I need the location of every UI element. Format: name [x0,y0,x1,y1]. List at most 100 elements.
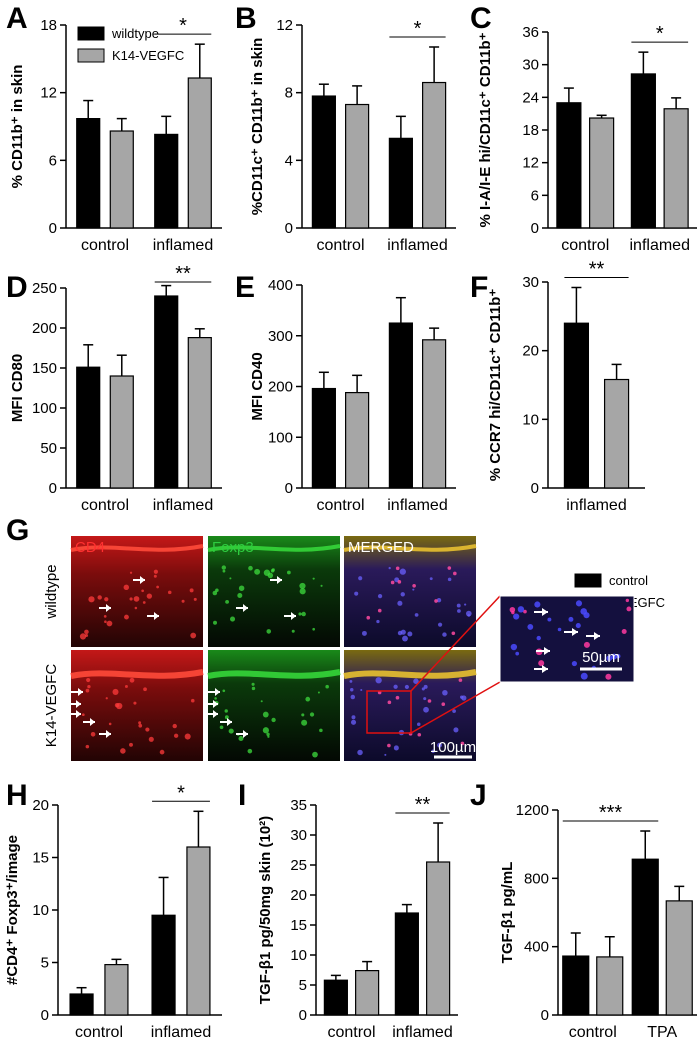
cell [90,732,96,737]
significance-marker: * [656,23,664,45]
cell [464,603,467,606]
chart-panel-h: H 0 5 10 15 20 #CD4⁺ Foxp3⁺/image control inflam… [4,779,222,1041]
cell [583,612,590,619]
cell [461,695,467,701]
y-tick-label: 200 [32,320,57,337]
bar [394,912,419,1016]
cell [133,701,137,705]
y-tick-label: 0 [531,480,539,497]
cell [146,593,153,599]
cell [412,588,415,591]
y-axis-label: % CD11b⁺ in skin [9,65,26,189]
x-category-label: inflamed [387,237,447,254]
cell [225,599,229,604]
cell [451,631,456,636]
bar [630,73,656,229]
arrow-icon [90,718,95,726]
y-tick-label: 18 [522,122,539,139]
cell [138,721,142,725]
panel-letter: H [6,779,28,812]
arrow-icon [106,604,111,612]
cell [143,687,147,692]
cell [460,741,465,746]
zoom-region-box [366,690,412,734]
x-category-label: control [316,237,364,254]
y-tick-label: 10 [522,411,539,428]
bar [187,337,212,489]
cell [251,686,256,691]
cell [583,641,590,648]
y-tick-label: 0 [41,1007,49,1024]
y-tick-label: 300 [268,328,293,345]
row-label: wildtype [43,564,60,619]
cell [129,742,133,747]
y-axis-label: TGF-β1 pg/50mg skin (10²) [257,816,274,1004]
y-tick-label: 4 [285,152,293,169]
cell [400,592,405,597]
micrograph-background [208,650,340,761]
y-tick-label: 18 [40,17,57,34]
micrograph-image [69,650,204,761]
y-tick-label: 12 [40,85,57,102]
x-category-label: inflamed [151,1024,211,1041]
cell [148,736,154,742]
y-tick-label: 12 [522,155,539,172]
y-tick-label: 6 [531,187,539,204]
arrow-icon [76,700,81,708]
cell [181,599,185,603]
cell [606,655,613,662]
cell [172,723,177,729]
chart-panel-i: I 0 5 10 15 20 25 30 35 TGF-β1 pg/50mg skin (10²)… [238,779,458,1041]
cell [301,713,305,717]
tissue-layer [343,544,477,552]
cell [390,580,395,585]
significance-marker: * [179,15,187,37]
cell [453,571,457,576]
x-category-label: inflamed [630,237,690,254]
cell [120,748,126,754]
x-category-label: control [316,497,364,514]
cell [88,596,95,603]
cell [145,727,150,732]
cell [575,600,583,607]
bar [562,955,590,1016]
micrograph-image: Foxp3 [207,536,341,647]
cell [626,606,632,612]
tissue-layer [70,544,204,552]
bar [154,295,179,489]
cell [86,677,91,683]
y-tick-label: 50 [40,440,57,457]
cell [388,566,391,570]
x-category-label: inflamed [153,237,213,254]
cell [266,629,272,634]
cell [238,585,245,591]
cell [568,616,574,622]
bar [422,81,447,229]
y-tick-label: 35 [290,797,307,814]
cell [159,749,165,755]
arrow-icon [542,665,548,673]
cell [299,582,306,590]
cell [260,700,263,703]
cell [85,633,89,637]
cell [247,748,253,754]
cell [153,574,157,578]
tissue-layer [207,669,341,679]
significance-marker: ** [175,263,191,285]
bar [104,963,129,1016]
cell [301,719,308,726]
panel-letter: G [6,514,29,547]
y-tick-label: 0 [531,220,539,237]
cell [404,684,409,690]
cell [112,688,119,695]
zoom-connector [410,681,501,734]
cell [453,727,459,733]
cell [213,620,218,625]
bar [311,387,336,489]
legend-swatch [574,573,602,588]
legend-label: control [609,573,648,588]
y-tick-label: 12 [276,17,293,34]
cell [124,684,128,688]
x-category-label: control [561,237,609,254]
bar [186,846,211,1016]
